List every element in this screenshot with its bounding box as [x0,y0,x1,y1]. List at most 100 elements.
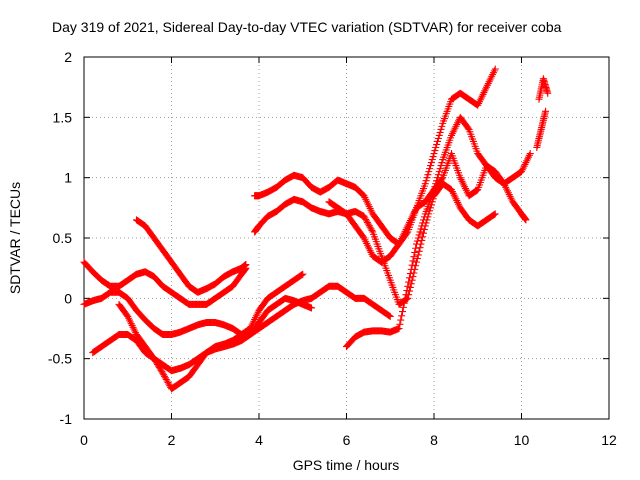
x-tick-label: 8 [430,432,438,448]
data-point [436,165,444,173]
data-point [152,358,160,366]
y-tick-label: -1 [60,411,73,427]
y-tick-label: 0 [64,290,72,306]
data-point [542,107,550,115]
data-point [399,308,406,316]
y-tick-label: 1.5 [53,109,73,125]
data-point [418,222,426,230]
data-point [414,234,422,242]
data-point [420,229,427,237]
data-point [416,244,424,252]
data-point [160,371,168,379]
data-point [430,150,438,158]
series-track-h [325,180,499,308]
y-tick-label: 2 [64,49,72,65]
data-point [434,174,441,182]
data-points [80,65,552,393]
data-point [162,375,170,383]
data-point [157,366,165,374]
data-point [435,168,443,176]
data-point [428,156,436,164]
data-point [522,216,530,224]
data-point [491,210,499,218]
data-point [151,356,159,364]
data-point [386,312,394,320]
data-point [364,219,371,227]
data-point [433,140,441,148]
x-tick-label: 6 [343,432,351,448]
series-track-k [535,75,552,103]
data-point [395,325,403,332]
data-point [154,360,161,368]
data-point [163,377,171,385]
x-tick-label: 2 [168,432,176,448]
series-track-d [115,270,307,393]
data-point [420,213,428,221]
data-point [431,183,439,191]
x-tick-label: 12 [601,432,617,448]
data-point [415,231,423,239]
series-track-e [133,216,250,296]
data-point [401,295,409,303]
data-point [437,162,445,170]
data-point [398,312,406,320]
y-axis-label: SDTVAR / TECUs [7,182,23,294]
grid [84,57,609,419]
data-point [426,165,434,173]
data-point [434,137,441,145]
data-point [299,270,307,278]
series-track-g [251,150,534,266]
data-point [438,175,446,183]
data-point [367,225,375,233]
data-point [417,225,425,233]
data-point [413,237,421,245]
x-axis-label: GPS time / hours [293,457,400,473]
data-point [427,162,434,170]
data-point [425,168,433,176]
data-point [399,303,407,311]
data-point [361,214,369,222]
data-point [404,282,412,290]
data-point [154,362,162,370]
data-point [385,311,392,319]
data-point [490,210,498,218]
data-point [410,253,418,261]
data-point [473,186,481,194]
data-point [298,271,306,279]
data-point [165,380,173,388]
data-point [403,286,411,294]
data-point [438,122,446,130]
data-point [308,304,315,312]
data-point [432,144,440,151]
y-tick-label: 1 [64,170,72,186]
data-point [365,222,373,230]
data-point [360,212,368,220]
data-point [297,271,305,279]
data-point [420,216,427,224]
series-track-a [80,258,250,308]
data-point [161,374,169,382]
series-track-b [80,282,394,339]
data-point [423,174,431,182]
data-point [434,134,442,142]
data-point [409,257,417,265]
data-point [394,241,402,249]
x-tick-label: 0 [80,432,88,448]
data-point [405,278,413,286]
data-point [438,159,446,167]
series-track-f [251,65,499,248]
data-point [421,180,429,188]
data-point [544,89,552,97]
data-point [397,316,405,324]
data-point [364,220,372,228]
data-point [416,228,424,236]
data-point [419,219,427,227]
data-point [430,186,438,194]
x-tick-label: 10 [514,432,530,448]
y-tick-label: 0.5 [53,230,73,246]
data-point [150,355,158,363]
data-point [407,265,415,273]
data-point [432,180,440,188]
data-point [362,215,370,223]
